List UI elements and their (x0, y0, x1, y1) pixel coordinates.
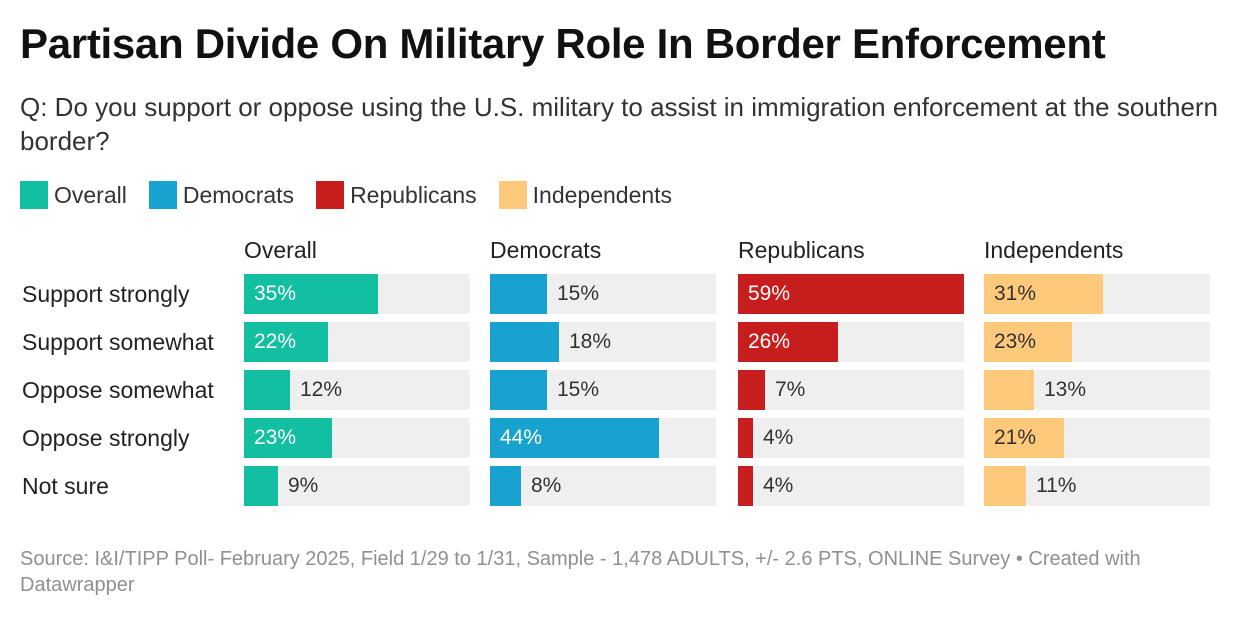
bar-value-label: 35% (254, 282, 297, 305)
bar (490, 418, 659, 458)
bar-value-label: 21% (994, 426, 1037, 449)
bar (738, 418, 753, 458)
legend-label: Democrats (182, 181, 295, 208)
bar-value-label: 18% (569, 330, 612, 353)
bar (984, 370, 1034, 410)
bar-track: 8% (490, 466, 716, 506)
bar-track: 4% (738, 466, 964, 506)
row-label: Support strongly (22, 281, 190, 307)
legend-item: Republicans (316, 181, 477, 209)
bar (244, 418, 332, 458)
legend-item: Independents (498, 181, 673, 209)
bar-value-label: 12% (300, 378, 343, 401)
panel-title: Republicans (738, 237, 865, 263)
panel-overall: Overall 35% 22% 12% 23% 9% (244, 236, 470, 508)
row-label: Not sure (22, 473, 109, 499)
bar-value-label: 9% (288, 474, 319, 497)
bar (984, 418, 1064, 458)
bar (738, 274, 964, 314)
bar (984, 322, 1072, 362)
panel-democrats: Democrats 15% 18% 15% 44% 8% (490, 236, 716, 508)
bar-value-label: 4% (763, 426, 794, 449)
bar-value-label: 11% (1036, 474, 1077, 497)
panel-title: Overall (244, 237, 317, 263)
bar-value-label: 15% (557, 378, 600, 401)
bar (490, 322, 559, 362)
source-note: Source: I&I/TIPP Poll- February 2025, Fi… (20, 548, 1141, 596)
bar-track: 7% (738, 370, 964, 410)
bar-track: 15% (490, 370, 716, 410)
bar-value-label: 23% (994, 330, 1037, 353)
legend-label: Independents (532, 181, 673, 208)
bar-value-label: 31% (994, 282, 1037, 305)
chart-subtitle: Q: Do you support or oppose using the U.… (20, 92, 1219, 156)
bar-value-label: 7% (775, 378, 806, 401)
legend-swatch (498, 181, 527, 209)
bar (490, 370, 547, 410)
bar (490, 274, 547, 314)
bar-track: 23% (984, 322, 1210, 362)
bar-track: 23% (244, 418, 470, 458)
row-label: Oppose strongly (22, 425, 190, 451)
bar-track: 18% (490, 322, 716, 362)
bar-track: 4% (738, 418, 964, 458)
legend-label: Republicans (350, 181, 477, 208)
bar-track: 59% (738, 274, 964, 314)
legend-item: Overall (20, 181, 127, 209)
bar-track: 12% (244, 370, 470, 410)
bar (490, 466, 521, 506)
bar-value-label: 15% (557, 282, 600, 305)
bar (244, 322, 328, 362)
bar-track: 11% (984, 466, 1210, 506)
chart-title: Partisan Divide On Military Role In Bord… (20, 20, 1106, 67)
bar-value-label: 26% (748, 330, 791, 353)
bar-track: 31% (984, 274, 1210, 314)
row-label: Support somewhat (22, 329, 214, 355)
bar (984, 466, 1026, 506)
panel-title: Independents (984, 237, 1124, 263)
bar (738, 466, 753, 506)
bar-track: 9% (244, 466, 470, 506)
bar-value-label: 8% (531, 474, 562, 497)
legend-item: Democrats (148, 181, 295, 209)
legend-swatch (20, 181, 48, 209)
bar (738, 322, 838, 362)
bar (984, 274, 1103, 314)
bar-value-label: 59% (748, 282, 791, 305)
row-label: Oppose somewhat (22, 377, 214, 403)
bar-track: 35% (244, 274, 470, 314)
legend: Overall Democrats Republicans Independents (20, 180, 694, 210)
panel-title: Democrats (490, 237, 602, 263)
bar-track: 21% (984, 418, 1210, 458)
bar-track: 44% (490, 418, 716, 458)
panel-republicans: Republicans 59% 26% 7% 4% 4% (738, 236, 964, 508)
legend-swatch (316, 181, 345, 209)
bar (244, 274, 378, 314)
bar (244, 466, 278, 506)
bar-value-label: 22% (254, 330, 297, 353)
bar-value-label: 23% (254, 426, 297, 449)
legend-label: Overall (54, 181, 127, 208)
bar-value-label: 44% (500, 426, 543, 449)
bar-track: 13% (984, 370, 1210, 410)
bar-track: 26% (738, 322, 964, 362)
bar (738, 370, 765, 410)
bar-value-label: 4% (763, 474, 794, 497)
bar (244, 370, 290, 410)
bar-track: 15% (490, 274, 716, 314)
bar-value-label: 13% (1044, 378, 1087, 401)
bar-track: 22% (244, 322, 470, 362)
panel-independents: Independents 31% 23% 13% 21% 11% (984, 236, 1210, 508)
legend-swatch (148, 181, 177, 209)
